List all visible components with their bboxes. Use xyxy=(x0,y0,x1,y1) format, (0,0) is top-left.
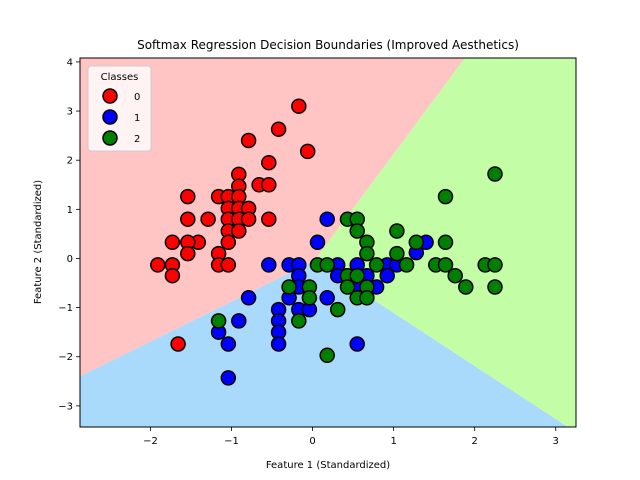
data-points xyxy=(150,98,503,386)
x-tick-label: 0 xyxy=(309,436,315,447)
point-class-1 xyxy=(220,336,237,352)
point-class-0 xyxy=(299,143,316,160)
y-tick-label: 4 xyxy=(67,57,73,68)
point-class-2 xyxy=(458,279,474,295)
legend-items: 0 1 2 xyxy=(102,88,140,146)
point-class-1 xyxy=(349,336,365,352)
point-class-0 xyxy=(231,223,247,239)
x-tick-label: 3 xyxy=(553,436,559,447)
point-class-0 xyxy=(164,267,181,284)
point-class-1 xyxy=(261,257,277,273)
y-axis-label: Feature 2 (Standardized) xyxy=(33,180,44,304)
decision-regions xyxy=(80,58,576,427)
point-class-2 xyxy=(329,301,346,318)
point-class-2 xyxy=(319,257,335,273)
point-class-1 xyxy=(379,267,395,284)
point-class-0 xyxy=(200,211,216,227)
point-class-0 xyxy=(261,211,277,227)
x-axis-ticks: −2 −1 0 1 2 3 xyxy=(143,427,559,447)
point-class-0 xyxy=(180,188,196,205)
point-class-2 xyxy=(389,245,405,262)
y-tick-label: 2 xyxy=(67,156,73,167)
y-tick-label: −3 xyxy=(58,401,73,412)
point-class-2 xyxy=(349,267,365,284)
point-class-2 xyxy=(487,257,503,273)
point-class-2 xyxy=(437,234,454,251)
point-class-1 xyxy=(319,211,335,227)
y-tick-label: 1 xyxy=(67,205,73,216)
plot-frame xyxy=(79,57,577,428)
point-class-2 xyxy=(487,166,503,182)
point-class-2 xyxy=(398,257,415,273)
point-class-0 xyxy=(220,234,237,251)
point-class-1 xyxy=(270,336,287,352)
y-tick-label: 3 xyxy=(67,107,73,118)
point-class-2 xyxy=(487,279,503,295)
point-class-1 xyxy=(231,313,247,329)
point-class-2 xyxy=(349,223,365,239)
point-class-0 xyxy=(150,257,166,273)
point-class-0 xyxy=(240,132,257,149)
point-class-2 xyxy=(281,279,297,295)
point-class-2 xyxy=(447,267,463,284)
point-class-1 xyxy=(240,290,257,306)
legend-label-1: 1 xyxy=(134,113,140,124)
point-class-0 xyxy=(180,211,196,227)
point-class-0 xyxy=(270,121,287,137)
legend: Classes 0 1 2 xyxy=(87,65,152,152)
point-class-1 xyxy=(220,370,237,386)
x-tick-label: 2 xyxy=(472,436,478,447)
point-class-2 xyxy=(368,257,385,273)
point-class-2 xyxy=(437,188,454,205)
point-class-2 xyxy=(389,223,405,239)
legend-label-0: 0 xyxy=(134,92,140,103)
point-class-1 xyxy=(319,290,335,306)
legend-marker-2 xyxy=(102,130,118,146)
y-tick-label: −2 xyxy=(58,352,73,363)
point-class-2 xyxy=(359,290,375,306)
point-class-0 xyxy=(220,257,237,273)
point-class-2 xyxy=(301,290,318,306)
point-class-2 xyxy=(291,313,307,329)
point-class-0 xyxy=(170,336,186,352)
legend-marker-1 xyxy=(102,109,118,125)
x-tick-label: 1 xyxy=(390,436,396,447)
point-class-2 xyxy=(210,313,227,329)
point-class-2 xyxy=(359,245,375,262)
point-class-0 xyxy=(164,234,181,251)
region-class-1 xyxy=(80,260,576,427)
x-tick-label: −2 xyxy=(143,436,158,447)
y-tick-label: 0 xyxy=(67,254,73,265)
legend-marker-0 xyxy=(102,88,118,104)
point-class-0 xyxy=(261,177,277,193)
point-class-0 xyxy=(180,245,196,262)
point-class-0 xyxy=(240,211,257,227)
point-class-2 xyxy=(408,234,425,251)
point-class-2 xyxy=(437,257,454,273)
legend-box xyxy=(87,65,152,152)
chart-title: Softmax Regression Decision Boundaries (… xyxy=(137,38,519,52)
point-class-0 xyxy=(291,98,307,114)
y-axis-ticks: −3 −2 −1 0 1 2 3 4 xyxy=(58,57,80,412)
point-class-0 xyxy=(261,154,277,171)
point-class-2 xyxy=(319,347,335,364)
x-tick-label: −1 xyxy=(224,436,239,447)
point-class-1 xyxy=(309,234,326,251)
legend-title: Classes xyxy=(101,72,139,83)
x-axis-label: Feature 1 (Standardized) xyxy=(266,460,390,471)
legend-label-2: 2 xyxy=(134,134,140,145)
point-class-2 xyxy=(339,279,356,295)
y-tick-label: −1 xyxy=(58,303,73,314)
